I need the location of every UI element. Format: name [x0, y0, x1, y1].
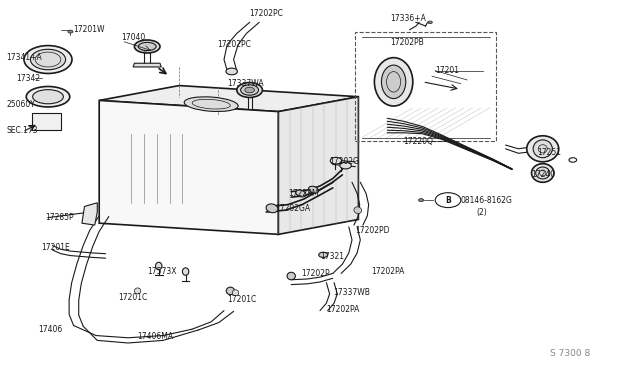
- Text: 17321: 17321: [320, 252, 344, 261]
- Text: 17202PB: 17202PB: [390, 38, 424, 47]
- Ellipse shape: [531, 164, 554, 182]
- Text: 17202PA: 17202PA: [326, 305, 360, 314]
- Text: 17202PC: 17202PC: [218, 40, 252, 49]
- Text: 17201W: 17201W: [74, 25, 105, 34]
- Ellipse shape: [244, 87, 255, 93]
- Text: 25060Y: 25060Y: [6, 100, 35, 109]
- Text: 08146-8162G: 08146-8162G: [461, 196, 513, 205]
- Ellipse shape: [182, 268, 189, 275]
- Text: 17202GA: 17202GA: [275, 204, 310, 213]
- Ellipse shape: [287, 272, 296, 280]
- Ellipse shape: [527, 136, 559, 162]
- Text: 17228M: 17228M: [288, 189, 319, 198]
- Polygon shape: [32, 113, 61, 130]
- Text: 17573X: 17573X: [147, 267, 177, 276]
- Polygon shape: [99, 100, 278, 234]
- Text: 17406MA: 17406MA: [138, 332, 173, 341]
- Text: B: B: [445, 196, 451, 205]
- Ellipse shape: [374, 58, 413, 106]
- Text: 17201C: 17201C: [118, 293, 148, 302]
- Ellipse shape: [296, 190, 306, 197]
- Ellipse shape: [330, 157, 342, 164]
- Text: S 7300 8: S 7300 8: [550, 349, 591, 358]
- Text: 17406: 17406: [38, 325, 63, 334]
- Polygon shape: [133, 63, 161, 67]
- Ellipse shape: [354, 207, 362, 214]
- Text: 17341+A: 17341+A: [6, 53, 42, 62]
- Ellipse shape: [138, 42, 156, 51]
- Ellipse shape: [184, 97, 238, 112]
- Ellipse shape: [308, 186, 319, 193]
- Text: (2): (2): [477, 208, 488, 217]
- Ellipse shape: [419, 199, 424, 202]
- Text: 17202PA: 17202PA: [371, 267, 404, 276]
- Text: 17202PC: 17202PC: [250, 9, 284, 17]
- Polygon shape: [99, 86, 358, 112]
- Text: 17342: 17342: [16, 74, 40, 83]
- Text: 17251: 17251: [538, 148, 562, 157]
- Ellipse shape: [226, 68, 237, 75]
- Ellipse shape: [33, 90, 63, 104]
- Ellipse shape: [156, 262, 162, 270]
- Text: 17285P: 17285P: [45, 213, 74, 222]
- Text: 17336+A: 17336+A: [390, 14, 426, 23]
- Ellipse shape: [536, 167, 550, 179]
- Text: 17337WA: 17337WA: [227, 79, 264, 88]
- Ellipse shape: [533, 140, 552, 158]
- Text: 17201E: 17201E: [42, 243, 70, 252]
- Ellipse shape: [26, 86, 70, 107]
- Text: 17337WB: 17337WB: [333, 288, 370, 296]
- Ellipse shape: [68, 30, 73, 33]
- Ellipse shape: [232, 290, 239, 296]
- Ellipse shape: [340, 162, 351, 169]
- Ellipse shape: [569, 158, 577, 162]
- Polygon shape: [82, 203, 97, 225]
- Text: 17202PD: 17202PD: [355, 226, 390, 235]
- Ellipse shape: [227, 287, 234, 295]
- Text: SEC.173: SEC.173: [6, 126, 38, 135]
- Text: 17240: 17240: [531, 170, 556, 179]
- Text: 17201: 17201: [435, 66, 460, 75]
- Text: 17202P: 17202P: [301, 269, 330, 278]
- Ellipse shape: [31, 49, 65, 70]
- Ellipse shape: [237, 83, 262, 97]
- Ellipse shape: [24, 46, 72, 74]
- Text: 17220Q: 17220Q: [403, 137, 433, 146]
- Polygon shape: [278, 97, 358, 234]
- Text: 17202G: 17202G: [330, 157, 360, 166]
- Text: 17201C: 17201C: [227, 295, 257, 304]
- Ellipse shape: [319, 252, 328, 257]
- Ellipse shape: [134, 40, 160, 53]
- Ellipse shape: [134, 288, 141, 294]
- Ellipse shape: [266, 204, 278, 213]
- Ellipse shape: [241, 85, 259, 95]
- Ellipse shape: [381, 65, 406, 99]
- Text: 17040: 17040: [122, 33, 146, 42]
- Ellipse shape: [428, 21, 433, 24]
